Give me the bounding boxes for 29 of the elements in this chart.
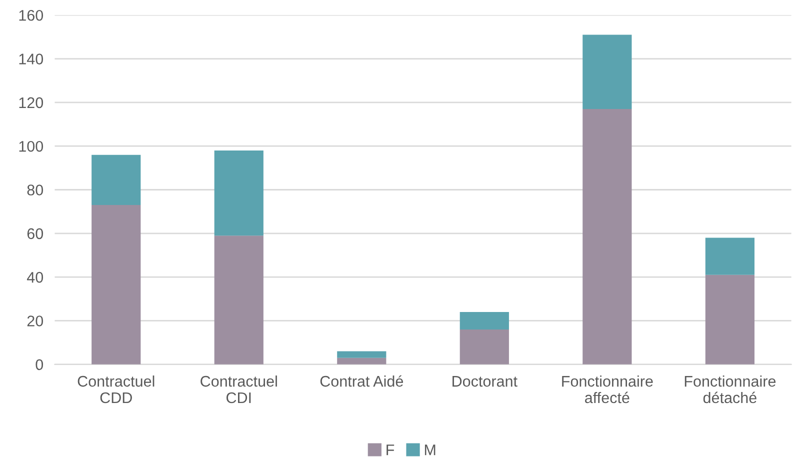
y-tick-label: 100 — [19, 140, 44, 152]
bar — [92, 154, 141, 206]
x-tick-label: Contractuel CDI — [200, 375, 277, 404]
x-tick-label: Contrat Aidé — [320, 375, 404, 387]
bar — [582, 108, 632, 364]
x-tick-label: Fonctionnaire affecté — [562, 375, 653, 404]
legend-label: F — [386, 444, 394, 456]
bar — [460, 329, 509, 364]
bar — [214, 150, 264, 236]
y-tick-label: 120 — [19, 97, 44, 108]
bar — [460, 312, 509, 330]
bar — [582, 34, 632, 109]
x-tick-label: Fonctionnaire détaché — [684, 375, 776, 404]
y-tick-label: 80 — [27, 184, 44, 196]
bar — [337, 351, 386, 358]
bar — [214, 236, 264, 364]
y-tick-label: 160 — [19, 10, 44, 21]
y-tick-label: 0 — [36, 359, 44, 370]
legend-label: M — [424, 444, 436, 456]
bar — [337, 358, 386, 364]
y-tick-label: 60 — [27, 228, 44, 240]
bar — [92, 205, 141, 364]
bar — [705, 238, 754, 275]
y-tick-label: 20 — [27, 316, 44, 326]
y-tick-label: 140 — [19, 54, 44, 64]
x-tick-label: Contractuel CDD — [78, 375, 154, 404]
y-tick-label: 40 — [26, 272, 44, 283]
x-tick-label: Doctorant — [452, 376, 518, 387]
bar — [705, 274, 754, 364]
